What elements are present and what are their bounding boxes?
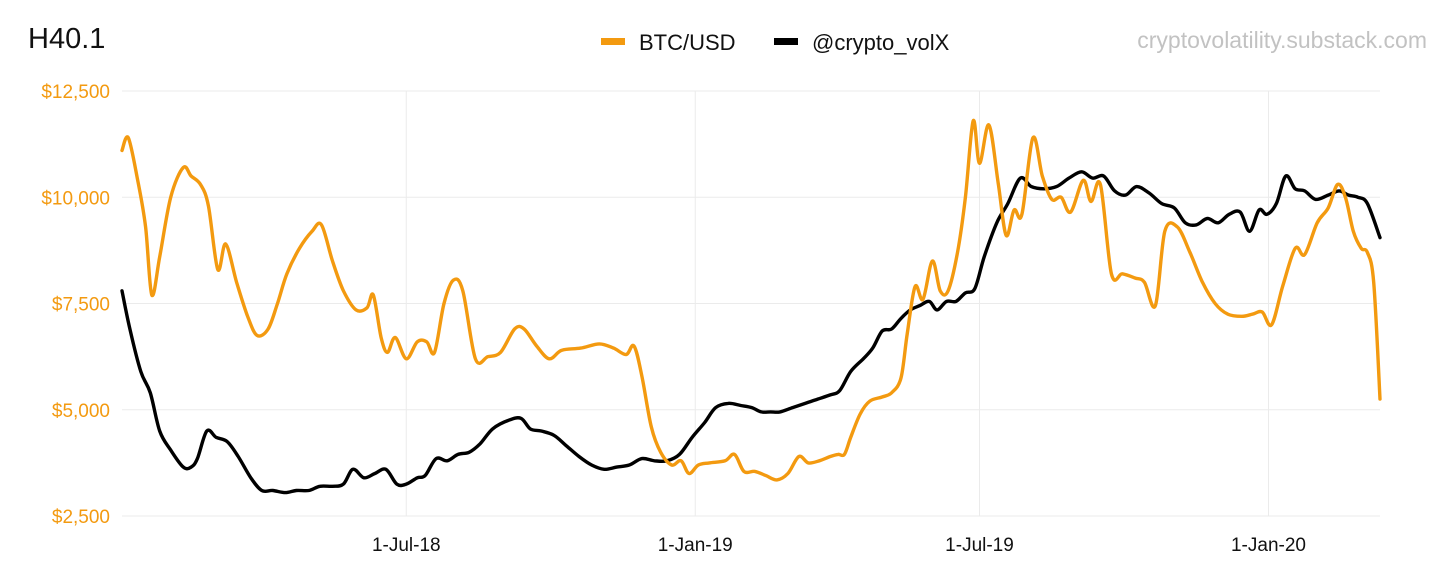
- legend-label-btc-usd: BTC/USD: [639, 30, 736, 55]
- x-tick-label: 1-Jan-19: [658, 535, 733, 556]
- y-tick-label: $2,500: [52, 507, 110, 528]
- y-tick-label: $10,000: [41, 188, 110, 209]
- y-axis-tick-labels: $2,500 $5,000 $7,500 $10,000 $12,500: [41, 82, 110, 528]
- legend-swatch-btc-usd: [601, 38, 625, 45]
- legend: BTC/USD @crypto_volX: [601, 30, 950, 55]
- series-lines: [120, 119, 1382, 495]
- y-tick-label: $7,500: [52, 295, 110, 316]
- x-tick-label: 1-Jan-20: [1231, 535, 1306, 556]
- x-tick-label: 1-Jul-18: [372, 535, 441, 556]
- series-line-crypto-volx: [120, 170, 1382, 495]
- chart-title: H40.1: [28, 23, 105, 55]
- series-line-btc-usd: [120, 119, 1382, 482]
- legend-swatch-crypto-volx: [774, 38, 798, 45]
- x-axis-tick-labels: 1-Jul-18 1-Jan-19 1-Jul-19 1-Jan-20: [372, 535, 1306, 556]
- y-tick-label: $12,500: [41, 82, 110, 103]
- x-tick-label: 1-Jul-19: [945, 535, 1014, 556]
- horizontal-gridlines: [122, 90, 1380, 517]
- source-watermark: cryptovolatility.substack.com: [1137, 27, 1427, 53]
- legend-label-crypto-volx: @crypto_volX: [812, 30, 950, 55]
- y-tick-label: $5,000: [52, 401, 110, 422]
